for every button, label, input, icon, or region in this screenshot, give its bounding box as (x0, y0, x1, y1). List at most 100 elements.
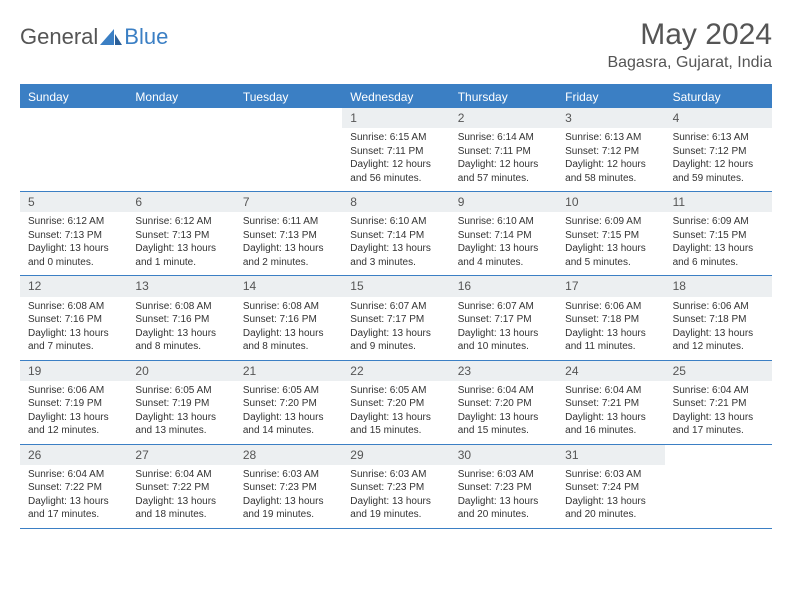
daylight1-text: Daylight: 13 hours (342, 242, 449, 256)
daylight1-text: Daylight: 13 hours (557, 495, 664, 509)
weeks-container: 1Sunrise: 6:15 AMSunset: 7:11 PMDaylight… (20, 108, 772, 529)
sunset-text: Sunset: 7:16 PM (235, 313, 342, 327)
sunset-text: Sunset: 7:12 PM (557, 145, 664, 159)
sunrise-text: Sunrise: 6:04 AM (127, 468, 234, 482)
day-cell: 31Sunrise: 6:03 AMSunset: 7:24 PMDayligh… (557, 445, 664, 528)
day-number: 15 (342, 276, 449, 296)
day-cell: 18Sunrise: 6:06 AMSunset: 7:18 PMDayligh… (665, 276, 772, 359)
day-number: 19 (20, 361, 127, 381)
sunrise-text: Sunrise: 6:13 AM (557, 131, 664, 145)
daylight1-text: Daylight: 13 hours (450, 327, 557, 341)
day-number: 30 (450, 445, 557, 465)
daylight1-text: Daylight: 12 hours (450, 158, 557, 172)
sunrise-text: Sunrise: 6:13 AM (665, 131, 772, 145)
day-number: 28 (235, 445, 342, 465)
week-row: 19Sunrise: 6:06 AMSunset: 7:19 PMDayligh… (20, 361, 772, 445)
sunrise-text: Sunrise: 6:05 AM (235, 384, 342, 398)
header: General Blue May 2024 Bagasra, Gujarat, … (20, 18, 772, 72)
sunset-text: Sunset: 7:13 PM (127, 229, 234, 243)
sunrise-text: Sunrise: 6:04 AM (557, 384, 664, 398)
daylight1-text: Daylight: 12 hours (665, 158, 772, 172)
sunrise-text: Sunrise: 6:03 AM (557, 468, 664, 482)
day-cell: 11Sunrise: 6:09 AMSunset: 7:15 PMDayligh… (665, 192, 772, 275)
day-cell: 4 Sunrise: 6:13 AMSunset: 7:12 PMDaylight… (665, 108, 772, 191)
sunrise-text: Sunrise: 6:04 AM (665, 384, 772, 398)
daylight1-text: Daylight: 13 hours (127, 327, 234, 341)
weekday-header: Saturday (665, 86, 772, 108)
daylight2-text: and 59 minutes. (665, 172, 772, 186)
daylight2-text: and 13 minutes. (127, 424, 234, 438)
day-cell: 3Sunrise: 6:13 AMSunset: 7:12 PMDaylight… (557, 108, 664, 191)
sunset-text: Sunset: 7:16 PM (127, 313, 234, 327)
sunrise-text: Sunrise: 6:15 AM (342, 131, 449, 145)
sunset-text: Sunset: 7:21 PM (557, 397, 664, 411)
sunrise-text: Sunrise: 6:10 AM (342, 215, 449, 229)
day-number: 16 (450, 276, 557, 296)
day-cell: 16Sunrise: 6:07 AMSunset: 7:17 PMDayligh… (450, 276, 557, 359)
daylight2-text: and 15 minutes. (342, 424, 449, 438)
daylight2-text: and 0 minutes. (20, 256, 127, 270)
sunset-text: Sunset: 7:14 PM (342, 229, 449, 243)
day-number: 6 (127, 192, 234, 212)
weekday-header: Thursday (450, 86, 557, 108)
daylight2-text: and 56 minutes. (342, 172, 449, 186)
day-cell: 23Sunrise: 6:04 AMSunset: 7:20 PMDayligh… (450, 361, 557, 444)
week-row: 5Sunrise: 6:12 AMSunset: 7:13 PMDaylight… (20, 192, 772, 276)
sunrise-text: Sunrise: 6:11 AM (235, 215, 342, 229)
day-number: 10 (557, 192, 664, 212)
day-cell: 19 Sunrise: 6:06 AMSunset: 7:19 PMDayligh… (20, 361, 127, 444)
day-cell (665, 445, 772, 528)
sunrise-text: Sunrise: 6:03 AM (235, 468, 342, 482)
sunset-text: Sunset: 7:22 PM (20, 481, 127, 495)
daylight2-text: and 5 minutes. (557, 256, 664, 270)
sunset-text: Sunset: 7:17 PM (450, 313, 557, 327)
day-number: 20 (127, 361, 234, 381)
daylight1-text: Daylight: 12 hours (557, 158, 664, 172)
daylight1-text: Daylight: 13 hours (450, 495, 557, 509)
day-cell: 2Sunrise: 6:14 AMSunset: 7:11 PMDaylight… (450, 108, 557, 191)
daylight1-text: Daylight: 13 hours (127, 495, 234, 509)
day-cell: 20Sunrise: 6:05 AMSunset: 7:19 PMDayligh… (127, 361, 234, 444)
daylight1-text: Daylight: 13 hours (342, 327, 449, 341)
day-cell: 15Sunrise: 6:07 AMSunset: 7:17 PMDayligh… (342, 276, 449, 359)
daylight2-text: and 57 minutes. (450, 172, 557, 186)
day-number: 2 (450, 108, 557, 128)
daylight1-text: Daylight: 13 hours (20, 411, 127, 425)
daylight1-text: Daylight: 13 hours (20, 242, 127, 256)
day-cell: 29Sunrise: 6:03 AMSunset: 7:23 PMDayligh… (342, 445, 449, 528)
daylight2-text: and 18 minutes. (127, 508, 234, 522)
sunrise-text: Sunrise: 6:06 AM (20, 384, 127, 398)
daylight2-text: and 10 minutes. (450, 340, 557, 354)
daylight2-text: and 19 minutes. (342, 508, 449, 522)
sunrise-text: Sunrise: 6:12 AM (127, 215, 234, 229)
sunset-text: Sunset: 7:15 PM (557, 229, 664, 243)
sunset-text: Sunset: 7:19 PM (127, 397, 234, 411)
day-cell: 21Sunrise: 6:05 AMSunset: 7:20 PMDayligh… (235, 361, 342, 444)
sunrise-text: Sunrise: 6:06 AM (665, 300, 772, 314)
daylight1-text: Daylight: 13 hours (665, 327, 772, 341)
sunset-text: Sunset: 7:12 PM (665, 145, 772, 159)
weekday-header: Wednesday (342, 86, 449, 108)
day-number: 26 (20, 445, 127, 465)
daylight2-text: and 3 minutes. (342, 256, 449, 270)
daylight1-text: Daylight: 13 hours (665, 411, 772, 425)
logo: General Blue (20, 18, 168, 50)
day-cell: 27Sunrise: 6:04 AMSunset: 7:22 PMDayligh… (127, 445, 234, 528)
calendar: Sunday Monday Tuesday Wednesday Thursday… (20, 84, 772, 529)
daylight2-text: and 4 minutes. (450, 256, 557, 270)
daylight2-text: and 17 minutes. (20, 508, 127, 522)
location-subtitle: Bagasra, Gujarat, India (607, 54, 772, 72)
sunset-text: Sunset: 7:20 PM (450, 397, 557, 411)
sunset-text: Sunset: 7:13 PM (235, 229, 342, 243)
daylight2-text: and 6 minutes. (665, 256, 772, 270)
title-block: May 2024 Bagasra, Gujarat, India (607, 18, 772, 72)
daylight2-text: and 58 minutes. (557, 172, 664, 186)
sunset-text: Sunset: 7:19 PM (20, 397, 127, 411)
daylight1-text: Daylight: 13 hours (557, 242, 664, 256)
sunset-text: Sunset: 7:11 PM (342, 145, 449, 159)
day-number: 17 (557, 276, 664, 296)
day-number: 11 (665, 192, 772, 212)
day-number: 4 (665, 108, 772, 128)
day-number: 27 (127, 445, 234, 465)
sunset-text: Sunset: 7:24 PM (557, 481, 664, 495)
